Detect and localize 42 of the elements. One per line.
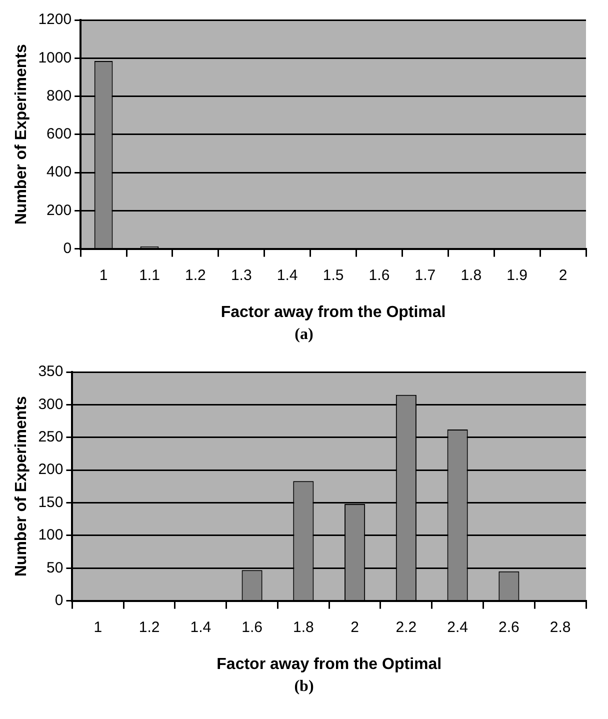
y-tick-label: 150 — [38, 494, 64, 511]
y-tick-label: 300 — [38, 396, 64, 413]
text: (b) — [293, 678, 315, 697]
x-tick-label: 1.9 — [506, 266, 528, 284]
x-tick-label: 1.4 — [276, 266, 298, 284]
y-tick-label: 200 — [38, 461, 64, 478]
x-tick-label: 2.8 — [550, 618, 571, 636]
x-tick-label: 2.2 — [396, 618, 417, 636]
y-axis-title: Number of Experiments — [13, 44, 30, 225]
y-axis-title: Number of Experiments — [13, 396, 30, 577]
x-tick-label: 1.6 — [242, 618, 262, 636]
y-tick-label: 50 — [46, 559, 64, 576]
y-tick-label: 200 — [46, 202, 72, 219]
x-tick-label: 1.2 — [185, 266, 206, 284]
x-tick-label: 1.5 — [322, 266, 344, 284]
x-tick-label: 2 — [350, 618, 359, 636]
x-tick-label: 1.4 — [190, 618, 212, 636]
y-tick-label: 100 — [38, 526, 64, 544]
y-tick-label: 0 — [54, 592, 64, 609]
x-tick-label: 2.4 — [447, 618, 468, 636]
x-tick-label: 1.6 — [368, 266, 390, 284]
x-tick-label: 1.8 — [460, 266, 482, 284]
y-tick-label: 800 — [46, 87, 72, 104]
y-tick-label: 400 — [46, 164, 72, 181]
x-tick-label: 1 — [99, 266, 108, 284]
y-tick-label: 600 — [46, 126, 72, 143]
x-tick-label: 1 — [94, 618, 102, 636]
x-tick-label: 1.1 — [139, 266, 160, 284]
y-tick-label: 350 — [38, 363, 64, 380]
x-tick-label: 1.3 — [230, 266, 252, 284]
x-tick-label: 1.7 — [414, 266, 436, 284]
y-tick-label: 1000 — [38, 49, 72, 66]
y-tick-label: 0 — [63, 240, 72, 257]
text: (a) — [294, 326, 314, 345]
x-tick-label: 2 — [558, 266, 568, 284]
y-tick-label: 1200 — [38, 11, 72, 28]
x-axis-title: Factor away from the Optimal — [220, 304, 446, 321]
y-tick-label: 250 — [38, 428, 64, 446]
x-tick-label: 2.6 — [498, 618, 520, 636]
x-axis-title: Factor away from the Optimal — [216, 656, 442, 673]
x-tick-label: 1.8 — [292, 618, 314, 636]
x-tick-label: 1.2 — [138, 618, 160, 636]
